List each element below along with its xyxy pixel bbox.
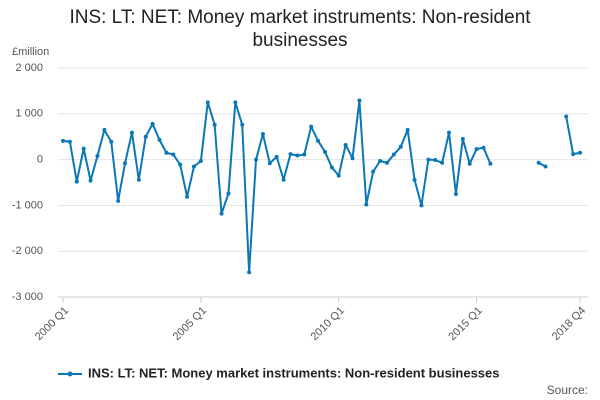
point — [157, 137, 162, 142]
point — [288, 152, 293, 157]
point — [467, 161, 472, 166]
chart-title: INS: LT: NET: Money market instruments: … — [69, 7, 531, 51]
point — [61, 138, 65, 143]
legend-label: INS: LT: NET: Money market instruments: … — [88, 365, 500, 380]
point — [440, 160, 445, 165]
point — [164, 150, 169, 155]
point — [254, 157, 259, 162]
x-tick-label: 2015 Q1 — [446, 305, 484, 343]
y-tick-label: 1 000 — [15, 108, 43, 120]
point — [116, 198, 121, 203]
x-tick-label: 2018 Q4 — [550, 305, 588, 343]
point — [129, 130, 134, 135]
point — [364, 202, 369, 207]
point — [178, 162, 183, 167]
y-axis-label: £million — [12, 46, 49, 58]
point — [453, 191, 458, 196]
point — [74, 179, 79, 184]
source: Source: — [547, 383, 588, 397]
point — [219, 211, 224, 216]
point — [357, 98, 362, 103]
point — [578, 150, 582, 155]
point — [398, 144, 403, 149]
x-tick-label: 2010 Q1 — [309, 305, 347, 343]
y-tick-label: -1 000 — [12, 199, 43, 211]
legend-marker — [67, 371, 73, 377]
point — [240, 122, 245, 127]
point — [198, 158, 203, 163]
point — [281, 177, 286, 182]
point — [350, 156, 355, 161]
point — [426, 157, 431, 162]
point — [185, 194, 190, 199]
point — [171, 152, 176, 157]
point — [571, 152, 576, 157]
point — [481, 145, 486, 150]
point — [488, 161, 493, 166]
y-tick-label: 0 — [37, 154, 43, 166]
point — [95, 153, 100, 158]
point — [267, 161, 272, 166]
point — [336, 173, 341, 178]
point — [378, 158, 383, 163]
point — [67, 139, 72, 144]
series-line — [62, 99, 581, 274]
point — [412, 177, 417, 182]
point — [109, 139, 114, 144]
y-tick-label: -3 000 — [12, 291, 43, 303]
point — [322, 149, 327, 154]
point — [371, 169, 376, 174]
point — [88, 178, 93, 183]
point — [343, 142, 348, 147]
point — [260, 131, 265, 136]
y-tick-label: 2 000 — [15, 62, 43, 74]
point — [205, 100, 210, 105]
point — [274, 154, 279, 159]
x-tick-label: 2005 Q1 — [171, 305, 209, 343]
point — [233, 100, 238, 105]
y-tick-label: -2 000 — [12, 245, 43, 257]
point — [150, 121, 155, 126]
point — [247, 270, 252, 275]
point — [143, 134, 148, 139]
point — [309, 124, 314, 129]
point — [191, 164, 196, 169]
point — [136, 177, 141, 182]
point — [543, 164, 548, 169]
point — [391, 152, 396, 157]
point — [316, 138, 321, 143]
point — [212, 122, 217, 127]
point — [384, 160, 389, 165]
point — [460, 136, 465, 141]
point — [447, 130, 452, 135]
point — [123, 161, 128, 166]
point — [295, 153, 300, 158]
point — [405, 127, 410, 132]
point — [81, 146, 86, 151]
point — [564, 114, 569, 119]
point — [329, 165, 334, 170]
point — [419, 203, 424, 208]
point — [102, 127, 107, 132]
point — [474, 147, 479, 152]
point — [226, 191, 231, 196]
x-tick-label: 2000 Q1 — [33, 305, 71, 343]
point — [433, 158, 438, 163]
point — [302, 152, 307, 157]
point — [536, 160, 541, 165]
